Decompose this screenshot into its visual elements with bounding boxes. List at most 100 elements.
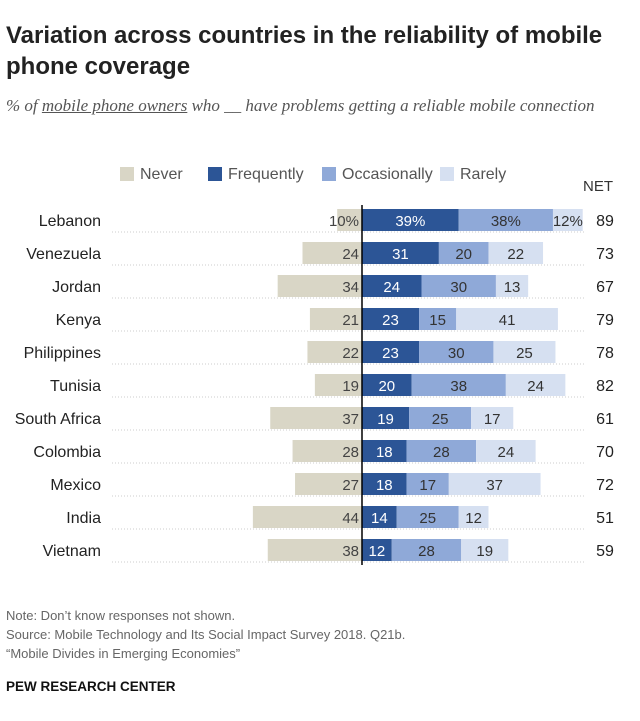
bar-rarely [461,539,509,561]
bar-occasionally [458,209,553,231]
report-text: “Mobile Divides in Emerging Economies” [6,646,241,661]
value-label-never: 24 [342,246,359,263]
source-text: Source: Mobile Technology and Its Social… [6,627,406,642]
category-label: Venezuela [26,246,101,263]
diverging-bar-chart: Never Frequently Occasionally Rarely NET Leba… [15,166,614,565]
net-value: 79 [596,312,614,329]
bar-frequently [362,374,412,396]
category-label: Colombia [33,444,101,461]
category-label: Lebanon [39,213,101,230]
bar-occasionally [411,374,506,396]
value-label-frequently: 23 [382,312,399,329]
value-label-frequently: 18 [376,477,393,494]
net-value: 70 [596,444,614,461]
value-label-rarely: 17 [484,411,501,428]
legend-swatch-rarely [440,167,454,181]
bar-rarely [471,407,514,429]
value-label-frequently: 39% [395,213,425,230]
value-label-occasionally: 38 [450,378,467,395]
chart-title: Variation across countries in the reliab… [6,22,603,80]
legend-swatch-never [120,167,134,181]
value-label-never: 22 [342,345,359,362]
net-header: NET [583,178,613,195]
bar-rarely [448,473,541,495]
bar-never [252,506,362,528]
net-value: 61 [596,411,614,428]
value-label-rarely: 37 [486,477,503,494]
value-label-never: 19 [342,378,359,395]
bar-never [267,539,362,561]
value-label-rarely: 24 [497,444,514,461]
legend-label-rarely: Rarely [460,166,506,183]
subtitle-suffix: who __ have problems getting a reliable … [187,96,595,115]
bar-rarely [476,440,536,462]
value-label-frequently: 20 [378,378,395,395]
value-label-frequently: 24 [383,279,400,296]
legend-swatch-occasionally [322,167,336,181]
value-label-frequently: 18 [376,444,393,461]
bar-rarely [458,506,489,528]
bar-occasionally [391,539,462,561]
value-label-rarely: 12% [553,213,583,230]
value-label-never: 34 [342,279,359,296]
value-label-never: 27 [342,477,359,494]
bar-occasionally [438,242,489,264]
net-value: 72 [596,477,614,494]
legend-swatch-frequently [208,167,222,181]
pew-footer: PEW RESEARCH CENTER [6,679,176,694]
value-label-occasionally: 30 [448,345,465,362]
category-label: Mexico [50,477,101,494]
bar-rarely [552,209,583,231]
value-label-frequently: 14 [371,510,388,527]
value-label-rarely: 41 [499,312,516,329]
subtitle-underlined: mobile phone owners [41,96,188,115]
bar-occasionally [409,407,472,429]
bar-frequently [362,473,407,495]
category-label: Kenya [56,312,101,329]
category-label: Vietnam [43,543,101,560]
bar-occasionally [421,275,496,297]
bar-occasionally [419,308,457,330]
net-value: 73 [596,246,614,263]
bar-never [314,374,362,396]
value-label-occasionally: 30 [450,279,467,296]
net-value: 59 [596,543,614,560]
value-label-rarely: 19 [476,543,493,560]
value-label-occasionally: 25 [419,510,436,527]
bar-occasionally [419,341,494,363]
value-label-never: 37 [342,411,359,428]
value-label-frequently: 31 [392,246,409,263]
category-label: Jordan [52,279,101,296]
legend-label-frequently: Frequently [228,166,304,183]
bar-occasionally [406,473,449,495]
category-label: South Africa [15,411,101,428]
bar-rarely [495,275,529,297]
bar-frequently [362,539,392,561]
value-label-occasionally: 15 [429,312,446,329]
bar-never [292,440,362,462]
value-label-never: 38 [342,543,359,560]
chart-notes: Note: Don’t know responses not shown. So… [6,606,405,663]
category-label: India [66,510,101,527]
note-text: Note: Don’t know responses not shown. [6,608,236,623]
bar-never [302,242,362,264]
value-label-occasionally: 38% [491,213,521,230]
bar-occasionally [396,506,459,528]
bar-frequently [362,242,439,264]
value-label-never: 10% [329,213,359,230]
value-label-occasionally: 28 [433,444,450,461]
net-value: 78 [596,345,614,362]
bar-frequently [362,308,420,330]
value-label-frequently: 19 [377,411,394,428]
net-value: 89 [596,213,614,230]
bar-never [309,308,362,330]
bar-frequently [362,209,459,231]
net-value: 51 [596,510,614,527]
value-label-rarely: 24 [527,378,544,395]
legend-label-occasionally: Occasionally [342,166,433,183]
bar-never [307,341,362,363]
bar-frequently [362,440,407,462]
value-label-occasionally: 25 [432,411,449,428]
value-label-never: 21 [342,312,359,329]
value-label-frequently: 12 [369,543,386,560]
